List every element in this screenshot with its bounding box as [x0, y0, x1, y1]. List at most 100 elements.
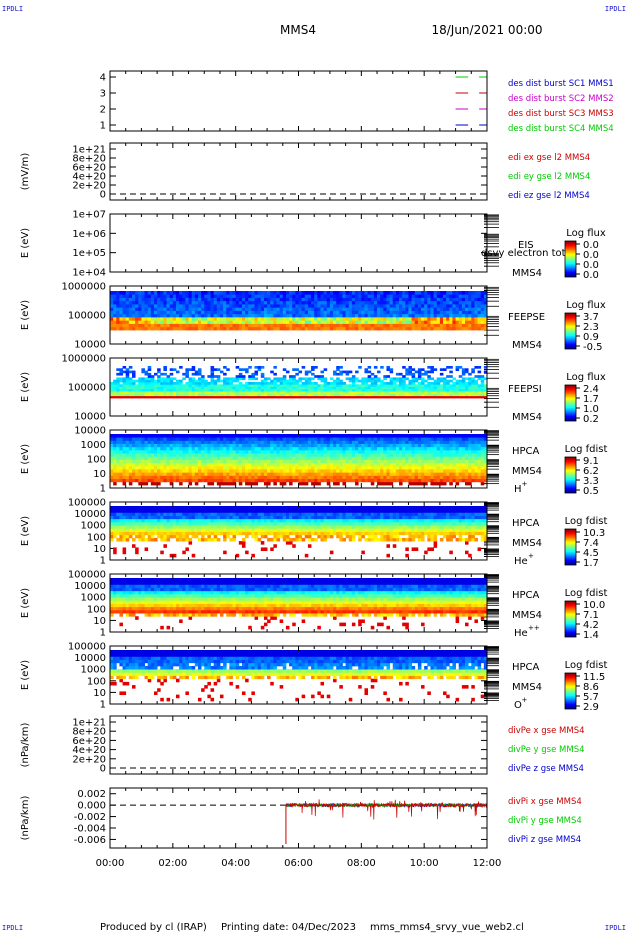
heatmap-cell-feepsi — [405, 368, 409, 371]
y-tick-label-burst: 4 — [100, 73, 106, 84]
heatmap-cell-feepsi — [440, 393, 444, 396]
heatmap-cell-feepsi — [421, 377, 425, 380]
heatmap-cell-feepsi — [333, 389, 337, 392]
heatmap-cell-hpca_h — [358, 440, 362, 444]
heatmap-cell-feepsi — [226, 391, 230, 394]
heatmap-cell-feepse — [289, 324, 293, 328]
heatmap-cell-feepse — [207, 311, 211, 315]
heatmap-cell-feepse — [277, 311, 281, 315]
heatmap-cell-feepsi — [320, 387, 324, 390]
heatmap-cell-hpca_h — [352, 440, 356, 444]
heatmap-cell-hpca_h — [138, 440, 142, 444]
heatmap-cell-feepsi — [255, 387, 259, 390]
heatmap-cell-hpca_h — [349, 479, 353, 483]
heatmap-cell-hpca_h — [126, 434, 130, 438]
heatmap-cell-hpca_h — [349, 472, 353, 476]
heatmap-cell-feepse — [189, 320, 193, 324]
heatmap-cell-hpca_h — [157, 450, 161, 454]
heatmap-cell-hpca_h — [151, 444, 155, 448]
heatmap-cell-feepsi — [273, 377, 277, 380]
heatmap-cell-feepse — [299, 327, 303, 331]
heatmap-cell-hpca_h — [154, 456, 158, 460]
heatmap-cell-feepse — [468, 314, 472, 318]
heatmap-cell-hpca_h — [151, 469, 155, 473]
heatmap-cell-feepse — [198, 307, 202, 311]
heatmap-cell-feepsi — [364, 387, 368, 390]
heatmap-cell-feepsi — [478, 384, 482, 387]
heatmap-cell-feepsi — [352, 382, 356, 385]
heatmap-cell-feepse — [151, 327, 155, 331]
heatmap-cell-hpca_h — [198, 447, 202, 451]
heatmap-cell-feepse — [342, 324, 346, 328]
heatmap-cell-feepsi — [308, 391, 312, 394]
y-tick-label-feepsi: 1000000 — [61, 354, 106, 365]
heatmap-cell-feepsi — [154, 382, 158, 385]
heatmap-cell-feepse — [456, 314, 460, 318]
heatmap-cell-hpca_h — [317, 463, 321, 467]
heatmap-cell-feepse — [302, 317, 306, 321]
heatmap-cell-feepse — [368, 294, 372, 298]
heatmap-cell-feepsi — [336, 377, 340, 380]
heatmap-cell-hpca_h — [443, 472, 447, 476]
heatmap-cell-hpca_h — [393, 450, 397, 454]
heatmap-cell-hpca_h — [346, 463, 350, 467]
heatmap-cell-feepse — [452, 307, 456, 311]
heatmap-cell-feepsi — [430, 393, 434, 396]
heatmap-cell-feepse — [138, 327, 142, 331]
heatmap-cell-hpca_h — [185, 469, 189, 473]
heatmap-cell-feepsi — [255, 382, 259, 385]
heatmap-cell-feepsi — [339, 389, 343, 392]
heatmap-cell-feepse — [286, 314, 290, 318]
heatmap-cell-feepse — [195, 327, 199, 331]
heatmap-cell-feepse — [415, 317, 419, 321]
heatmap-cell-feepse — [217, 304, 221, 308]
heatmap-cell-feepse — [456, 304, 460, 308]
heatmap-cell-hpca_h — [217, 453, 221, 457]
heatmap-cell-hpca_h — [336, 469, 340, 473]
heatmap-cell-hpca_h — [119, 450, 123, 454]
heatmap-cell-feepse — [157, 294, 161, 298]
heatmap-cell-hpca_h — [437, 472, 441, 476]
heatmap-cell-hpca_h — [258, 472, 262, 476]
heatmap-cell-feepse — [295, 311, 299, 315]
heatmap-cell-hpca_h — [207, 444, 211, 448]
heatmap-cell-feepsi — [462, 371, 466, 374]
heatmap-cell-hpca_h — [295, 440, 299, 444]
heatmap-cell-feepsi — [113, 389, 117, 392]
heatmap-cell-hpca_h — [135, 440, 139, 444]
heatmap-cell-feepse — [145, 327, 149, 331]
heatmap-cell-feepse — [204, 324, 208, 328]
heatmap-cell-feepsi — [192, 387, 196, 390]
heatmap-cell-hpca_h — [421, 463, 425, 467]
heatmap-cell-feepsi — [173, 377, 177, 380]
heatmap-cell-hpca_h — [113, 460, 117, 464]
heatmap-cell-feepsi — [170, 368, 174, 371]
heatmap-cell-feepsi — [226, 380, 230, 383]
heatmap-cell-hpca_h — [346, 450, 350, 454]
heatmap-cell-feepse — [239, 320, 243, 324]
heatmap-cell-hpca_h — [170, 469, 174, 473]
heatmap-cell-hpca_h — [160, 469, 164, 473]
heatmap-cell-hpca_h — [110, 440, 114, 444]
heatmap-cell-hpca_h — [355, 437, 359, 441]
heatmap-cell-feepsi — [277, 393, 281, 396]
heatmap-cell-hpca_h — [154, 434, 158, 438]
heatmap-cell-feepse — [258, 327, 262, 331]
heatmap-cell-feepse — [267, 301, 271, 305]
heatmap-cell-hpca_h — [255, 456, 259, 460]
heatmap-cell-hpca_h — [173, 450, 177, 454]
heatmap-cell-hpca_h — [255, 450, 259, 454]
heatmap-cell-feepsi — [245, 382, 249, 385]
heatmap-cell-feepsi — [148, 368, 152, 371]
heatmap-cell-feepse — [390, 298, 394, 302]
heatmap-cell-feepsi — [211, 366, 215, 369]
heatmap-cell-hpca_h — [408, 450, 412, 454]
heatmap-cell-feepse — [374, 301, 378, 305]
heatmap-cell-feepsi — [383, 375, 387, 378]
heatmap-cell-feepsi — [361, 391, 365, 394]
heatmap-cell-feepsi — [182, 393, 186, 396]
heatmap-cell-hpca_h — [427, 479, 431, 483]
heatmap-cell-hpca_h — [223, 475, 227, 479]
heatmap-cell-feepse — [358, 298, 362, 302]
